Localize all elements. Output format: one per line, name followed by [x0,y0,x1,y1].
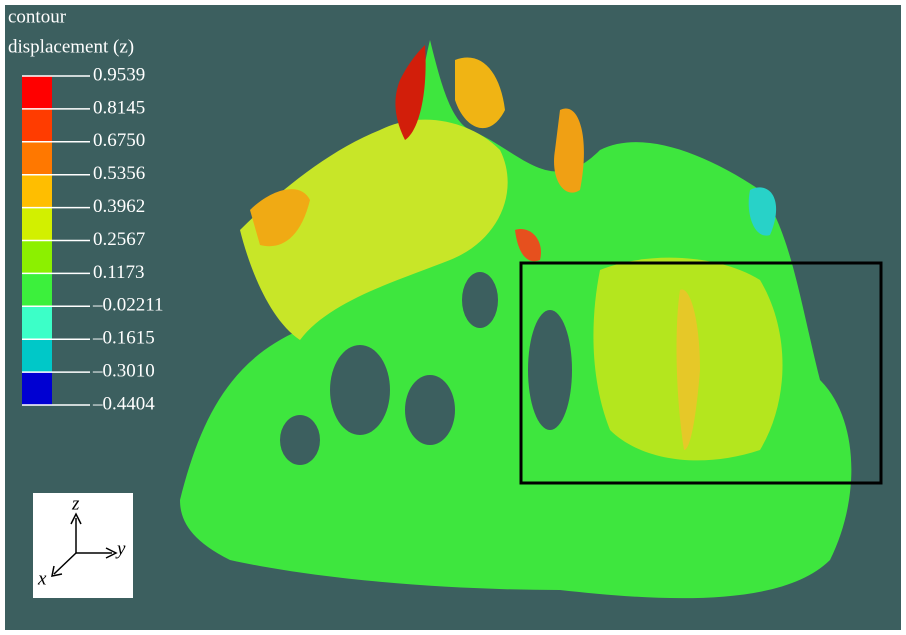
axis-label: z [71,493,80,514]
tick-label: 0.1173 [93,262,145,283]
tick-label: –0.4404 [92,393,155,414]
legend-title: contour [8,6,67,27]
colorbar-segment [22,175,52,208]
figure: contour displacement (z) 0.9539 0.8145 0.6… [0,0,906,635]
colorbar-segment [22,241,52,274]
tick-label: 0.9539 [93,64,145,85]
tick-label: 0.6750 [93,130,145,151]
colorbar-segment [22,109,52,142]
tick-label: 0.8145 [93,97,145,118]
colorbar: 0.9539 0.8145 0.6750 0.5356 0.3962 0.2567 0.11… [22,64,164,414]
colorbar-segment [22,76,52,109]
axis-label: x [37,568,47,589]
tick-label: –0.1615 [92,328,155,349]
legend-title: displacement (z) [8,36,134,57]
tick-label: 0.5356 [93,163,145,184]
tick-label: 0.2567 [93,229,145,250]
colorbar-segment [22,306,52,339]
colorbar-segment [22,339,52,372]
tick-label: –0.02211 [92,295,164,316]
tick-label: 0.3962 [93,196,145,217]
axis-label: y [115,538,126,559]
tick-label: –0.3010 [92,360,155,381]
colorbar-segment [22,142,52,175]
colorbar-segment [22,273,52,306]
colorbar-segment [22,208,52,241]
axis-triad: z y x [33,493,133,598]
colorbar-segment [22,372,52,405]
